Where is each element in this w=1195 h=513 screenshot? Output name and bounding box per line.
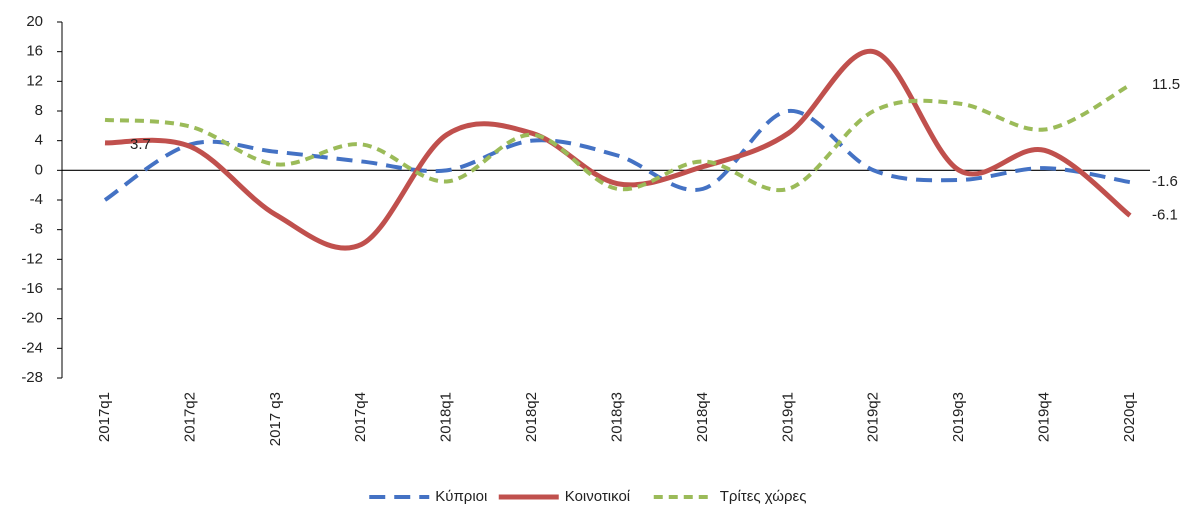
line-series bbox=[104, 49, 1132, 251]
y-tick-label: 12 bbox=[26, 72, 43, 89]
y-tick-label: -12 bbox=[21, 250, 43, 267]
line-series bbox=[104, 83, 1131, 193]
y-tick-label: 4 bbox=[35, 132, 43, 149]
x-tick-label: 2020q1 bbox=[1121, 392, 1138, 442]
data-label: -6.1 bbox=[1152, 207, 1178, 224]
line-series bbox=[103, 108, 1131, 202]
y-tick-label: -8 bbox=[30, 221, 43, 238]
x-tick-label: 2017q2 bbox=[181, 392, 198, 442]
x-tick-label: 2019q1 bbox=[779, 392, 796, 442]
x-tick-label: 2018q4 bbox=[694, 392, 711, 442]
x-tick-label: 2017q1 bbox=[96, 392, 113, 442]
x-tick-label: 2019q4 bbox=[1036, 392, 1053, 442]
x-tick-label: 2018q3 bbox=[608, 392, 625, 442]
legend-label: Τρίτες χώρες bbox=[720, 488, 807, 505]
legend-label: Κύπριοι bbox=[435, 488, 487, 505]
y-tick-label: -20 bbox=[21, 310, 43, 327]
y-tick-label: 8 bbox=[35, 102, 43, 119]
data-label: 3.7 bbox=[130, 136, 151, 153]
x-tick-label: 2017 q3 bbox=[267, 392, 284, 446]
x-tick-label: 2019q2 bbox=[865, 392, 882, 442]
y-tick-label: -16 bbox=[21, 280, 43, 297]
y-tick-label: -24 bbox=[21, 339, 43, 356]
x-tick-label: 2018q1 bbox=[438, 392, 455, 442]
x-tick-label: 2017q4 bbox=[352, 392, 369, 442]
data-label: 11.5 bbox=[1152, 76, 1180, 93]
x-tick-label: 2018q2 bbox=[523, 392, 540, 442]
x-tick-label: 2019q3 bbox=[950, 392, 967, 442]
y-tick-label: -4 bbox=[30, 191, 43, 208]
legend-label: Κοινοτικοί bbox=[565, 488, 631, 505]
y-tick-label: 20 bbox=[26, 13, 43, 30]
y-tick-label: -28 bbox=[21, 369, 43, 386]
y-tick-label: 0 bbox=[35, 161, 43, 178]
y-tick-label: 16 bbox=[26, 43, 43, 60]
data-label: -1.6 bbox=[1152, 173, 1178, 190]
